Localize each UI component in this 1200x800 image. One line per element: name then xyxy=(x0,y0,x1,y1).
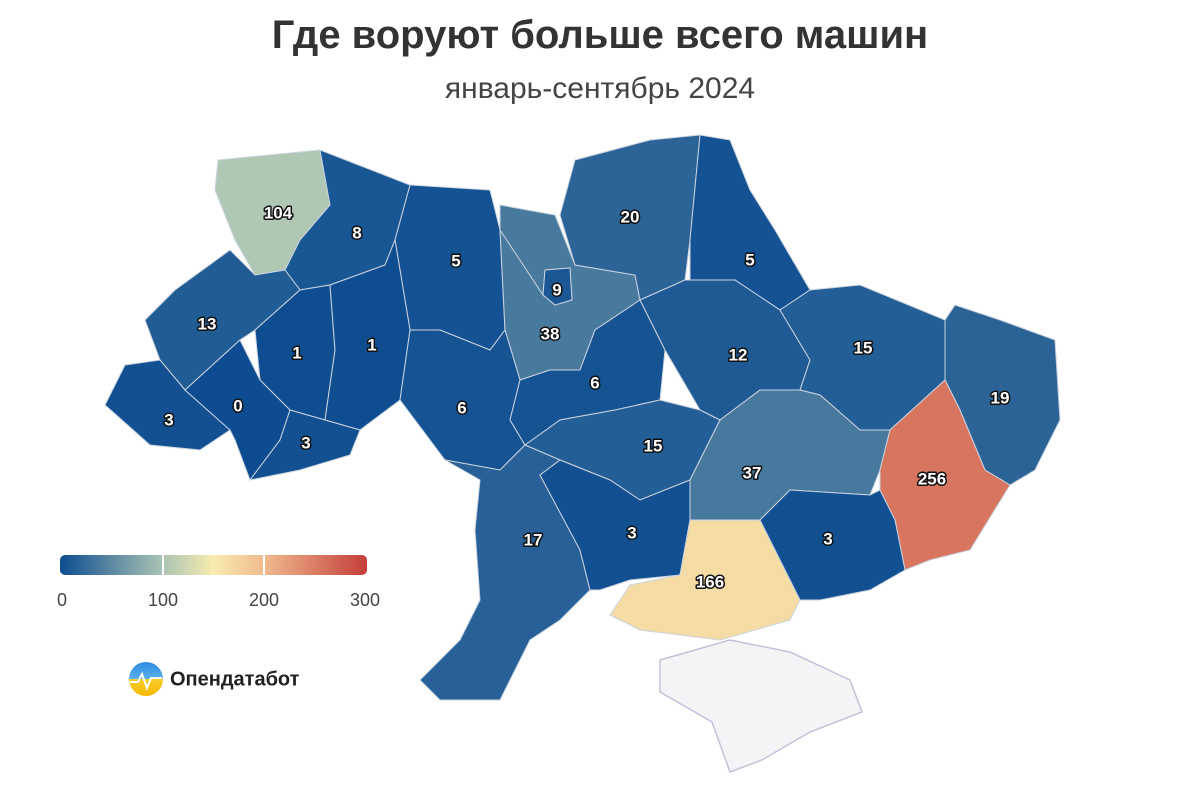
value-label: 13 xyxy=(198,314,217,333)
value-label: 0 xyxy=(233,396,242,415)
value-label: 17 xyxy=(524,530,543,549)
value-label: 15 xyxy=(644,436,663,455)
value-label: 104 xyxy=(264,203,293,222)
region xyxy=(394,184,506,351)
value-label: 37 xyxy=(743,463,762,482)
legend-tick-label: 200 xyxy=(249,590,279,610)
value-label: 9 xyxy=(552,280,561,299)
region xyxy=(879,379,1011,571)
value-label: 1 xyxy=(367,335,376,354)
region xyxy=(248,409,361,481)
region xyxy=(509,299,666,446)
region xyxy=(759,489,906,601)
value-label: 20 xyxy=(621,207,640,226)
value-label: 12 xyxy=(729,345,748,364)
value-label: 6 xyxy=(590,373,599,392)
legend-tick-label: 0 xyxy=(57,590,67,610)
value-label: 3 xyxy=(627,523,636,542)
logo-text: Опендатабот xyxy=(170,668,300,690)
color-bar xyxy=(60,555,367,575)
value-label: 5 xyxy=(451,251,460,270)
value-label: 5 xyxy=(745,250,754,269)
value-label: 19 xyxy=(991,388,1010,407)
legend-tick-label: 300 xyxy=(350,590,380,610)
value-label: 6 xyxy=(457,398,466,417)
value-label: 3 xyxy=(823,529,832,548)
value-label: 256 xyxy=(918,469,946,488)
crimea xyxy=(659,639,863,773)
region xyxy=(539,459,691,591)
value-label: 38 xyxy=(541,324,560,343)
legend: 0 100 200 300 xyxy=(57,555,380,610)
chart-title: Где воруют больше всего машин xyxy=(272,13,928,57)
chart-subtitle: январь-сентябрь 2024 xyxy=(445,72,755,105)
region xyxy=(542,267,573,306)
value-label: 3 xyxy=(164,410,173,429)
logo-pulse xyxy=(130,671,162,691)
region xyxy=(419,444,591,701)
value-label: 1 xyxy=(292,343,301,362)
value-label: 15 xyxy=(854,338,873,357)
legend-tick-label: 100 xyxy=(148,590,178,610)
value-label: 3 xyxy=(301,433,310,452)
logo-icon xyxy=(129,662,163,696)
value-label: 8 xyxy=(352,223,361,242)
value-label: 166 xyxy=(696,572,724,591)
regions xyxy=(104,134,1061,701)
